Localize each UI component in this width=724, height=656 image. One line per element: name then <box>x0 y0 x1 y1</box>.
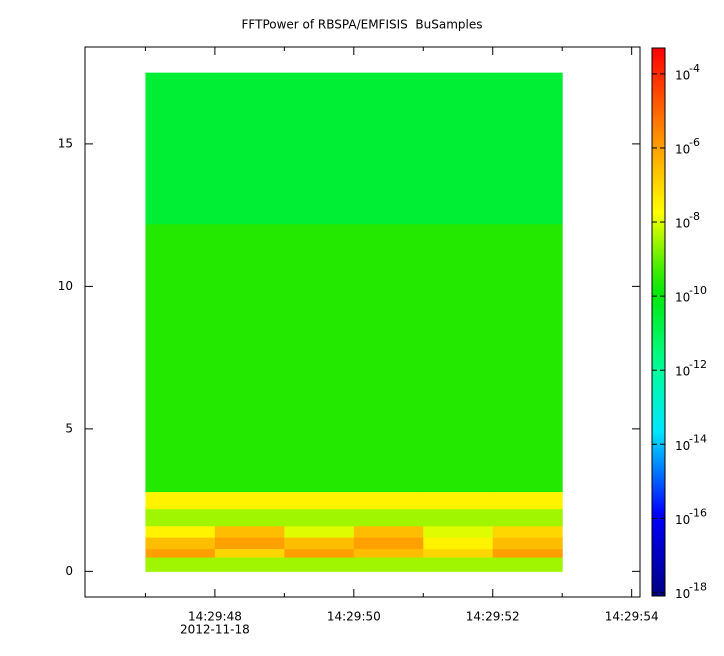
colorbar-tick-exponent: -14 <box>689 432 707 445</box>
spectrogram-cell <box>353 223 424 493</box>
colorbar-tick-base: 10 <box>675 365 690 379</box>
spectrogram-cell <box>423 72 494 225</box>
spectrogram-cell <box>145 72 216 225</box>
spectrogram-cell <box>145 223 216 493</box>
x-tick-label: 14:29:48 <box>188 610 242 624</box>
spectrogram-cell <box>284 537 355 550</box>
spectrogram-cell <box>145 491 216 510</box>
spectrogram-cell <box>492 557 563 572</box>
spectrogram-cell <box>214 557 285 572</box>
spectrogram-cell <box>423 491 494 510</box>
spectrogram-cell <box>145 537 216 550</box>
spectrogram-cell <box>145 525 216 538</box>
colorbar-tick-exponent: -16 <box>689 506 707 519</box>
spectrogram-cell <box>284 525 355 538</box>
spectrogram-cell <box>492 537 563 550</box>
spectrogram-cell <box>353 491 424 510</box>
spectrogram-cell <box>492 223 563 493</box>
spectrogram-cell <box>145 548 216 558</box>
spectrogram-cell <box>423 548 494 558</box>
x-tick-label: 14:29:52 <box>466 610 520 624</box>
colorbar-tick-exponent: -18 <box>689 580 707 593</box>
spectrogram-cell <box>492 548 563 558</box>
spectrogram-cell <box>284 508 355 527</box>
spectrogram-cell <box>492 491 563 510</box>
colorbar-tick-exponent: -8 <box>689 210 700 223</box>
spectrogram-cell <box>284 491 355 510</box>
spectrogram-cell <box>145 557 216 572</box>
spectrogram-cell <box>284 557 355 572</box>
y-tick-label: 15 <box>58 136 73 150</box>
x-tick-label: 14:29:54 <box>605 610 659 624</box>
colorbar-tick-base: 10 <box>675 439 690 453</box>
spectrogram-cell <box>353 508 424 527</box>
colorbar-tick-base: 10 <box>675 142 690 156</box>
colorbar-tick-exponent: -10 <box>689 284 707 297</box>
spectrogram-cell <box>423 508 494 527</box>
spectrogram-cell <box>214 72 285 225</box>
chart-title: FFTPower of RBSPA/EMFISIS BuSamples <box>242 18 483 32</box>
colorbar-tick-exponent: -4 <box>689 62 700 75</box>
spectrogram-cell <box>423 525 494 538</box>
colorbar-tick-base: 10 <box>675 217 690 231</box>
colorbar-tick-base: 10 <box>675 587 690 601</box>
spectrogram-cell <box>145 508 216 527</box>
colorbar-tick-exponent: -12 <box>689 358 707 371</box>
spectrogram-cell <box>423 537 494 550</box>
colorbar-tick-base: 10 <box>675 68 690 82</box>
y-tick-label: 10 <box>58 279 73 293</box>
spectrogram-cell <box>214 491 285 510</box>
spectrogram-cell <box>423 557 494 572</box>
spectrogram-cell <box>492 72 563 225</box>
x-tick-label: 14:29:50 <box>327 610 381 624</box>
spectrogram-cell <box>492 525 563 538</box>
colorbar-tick-base: 10 <box>675 291 690 305</box>
spectrogram-cell <box>492 508 563 527</box>
y-tick-label: 5 <box>65 421 73 435</box>
spectrogram-cell <box>284 548 355 558</box>
spectrogram-cell <box>353 525 424 538</box>
colorbar-tick-exponent: -6 <box>689 136 700 149</box>
plot-frame <box>84 46 641 598</box>
spectrogram-cell <box>214 223 285 493</box>
spectrogram-cell <box>284 72 355 225</box>
spectrogram-cell <box>284 223 355 493</box>
spectrogram-cell <box>353 548 424 558</box>
spectrogram-cell <box>214 548 285 558</box>
colorbar-tick-base: 10 <box>675 513 690 527</box>
date-label: 2012-11-18 <box>180 623 250 637</box>
spectrogram-cell <box>214 537 285 550</box>
spectrogram-cell <box>353 537 424 550</box>
y-tick-label: 0 <box>65 564 73 578</box>
colorbar <box>651 47 666 597</box>
spectrogram-cell <box>214 525 285 538</box>
spectrogram-cell <box>214 508 285 527</box>
spectrogram-cell <box>353 72 424 225</box>
spectrogram-cell <box>353 557 424 572</box>
spectrogram-cell <box>423 223 494 493</box>
